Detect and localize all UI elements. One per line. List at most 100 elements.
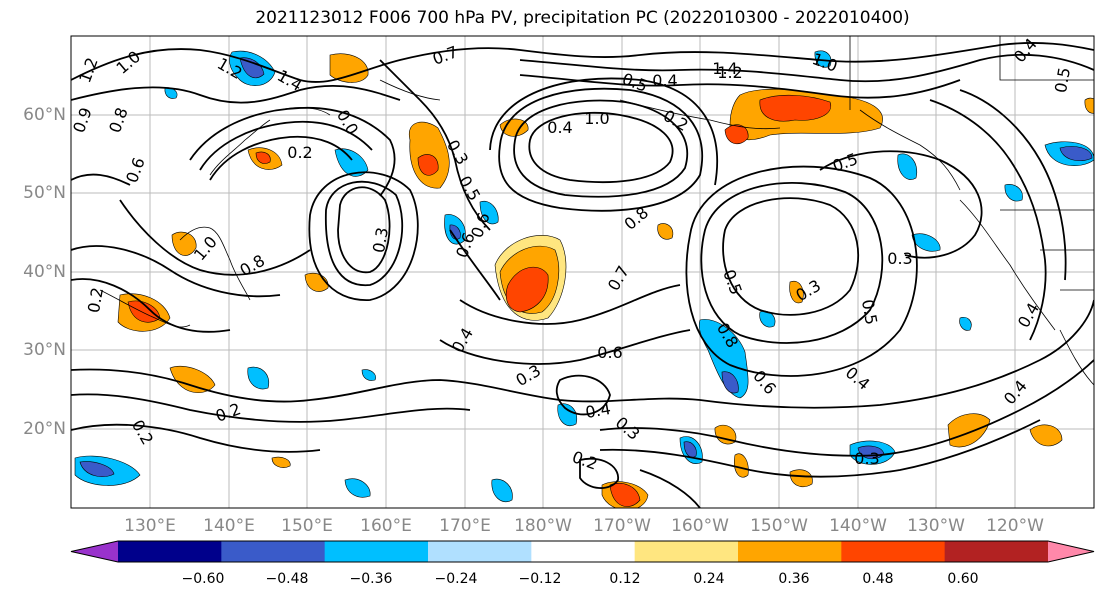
contour-label: 0.4	[652, 71, 677, 90]
precip-blob-negative	[557, 403, 578, 426]
lon-label: 140°W	[829, 516, 887, 536]
precip-blob-positive	[505, 266, 549, 313]
lon-label: 180°W	[514, 516, 572, 536]
lat-label: 40°N	[23, 262, 66, 282]
colorbar-swatch	[738, 541, 842, 562]
contour-label: 0.3	[612, 413, 644, 444]
pv-contour	[71, 42, 1094, 83]
contour-label: 0.4	[448, 324, 477, 356]
lon-label: 160°E	[360, 516, 412, 536]
pv-contour	[685, 165, 918, 377]
lat-label: 60°N	[23, 105, 66, 125]
pv-contour	[439, 329, 691, 365]
colorbar-swatch	[428, 541, 532, 562]
precip-blob-negative	[491, 478, 513, 502]
precip-blob-negative	[361, 369, 376, 381]
contour-label: 0.8	[236, 251, 268, 280]
contour-label: 0.4	[547, 118, 572, 137]
contour-label: 0.3	[512, 361, 544, 390]
pv-contour	[700, 182, 884, 344]
precip-blob-negative	[334, 148, 369, 177]
contour-label: 0.5	[858, 298, 881, 326]
colorbar-tick-label: −0.12	[518, 571, 562, 587]
lon-label: 130°E	[124, 516, 176, 536]
pv-contour	[519, 53, 1094, 83]
pv-contour	[324, 180, 404, 287]
precip-blob-negative	[814, 50, 832, 68]
precip-blob-positive	[271, 456, 291, 468]
lon-label: 120°W	[986, 516, 1044, 536]
pv-contour	[71, 173, 131, 186]
map-frame	[70, 35, 1095, 509]
lon-label: 130°W	[907, 516, 965, 536]
contour-label: 0.6	[597, 343, 622, 362]
pv-contour	[579, 457, 619, 489]
precip-blob-positive	[417, 154, 439, 176]
precip-blob-positive	[947, 413, 991, 448]
colorbar-swatch	[221, 541, 326, 562]
coastline	[859, 109, 961, 191]
colorbar-outline	[70, 540, 1095, 563]
contour-label: 0.2	[128, 416, 157, 448]
precip-blob-negative	[721, 371, 739, 394]
pv-contour	[819, 150, 983, 259]
pv-contour	[722, 197, 860, 316]
coastline	[209, 119, 271, 176]
precip-blob-negative	[479, 200, 499, 225]
pv-contour	[929, 99, 1047, 341]
contour-label: 0.8	[620, 203, 652, 234]
precip-blob-negative	[911, 233, 941, 252]
colorbar-extend-max	[1048, 541, 1094, 562]
contour-label: 0.3	[887, 249, 912, 268]
pv-contour	[449, 229, 501, 301]
pv-contour	[459, 284, 681, 325]
colorbar-tick-label: 0.48	[862, 571, 894, 587]
pv-contour	[71, 423, 321, 453]
pv-contour	[337, 186, 391, 274]
precip-blob-negative	[344, 478, 371, 498]
precip-blob-positive	[789, 469, 813, 487]
pv-contour	[379, 59, 421, 101]
precip-blob-negative	[449, 224, 461, 240]
pv-contour	[519, 74, 961, 99]
precip-shading	[74, 50, 1094, 508]
contour-label: 0.3	[369, 226, 392, 254]
pv-contour	[71, 245, 281, 298]
contour-label: 0.4	[584, 399, 612, 422]
pv-contour	[599, 419, 1041, 478]
pv-contour	[513, 99, 688, 198]
coastline	[99, 289, 191, 328]
precip-blob-positive	[657, 223, 674, 240]
colorbar-swatch	[118, 541, 222, 562]
pv-contour	[959, 89, 1067, 281]
lon-label: 160°W	[671, 516, 729, 536]
colorbar-tick-label: −0.48	[265, 571, 309, 587]
colorbar-tick-label: −0.60	[181, 571, 225, 587]
precip-blob-positive	[1084, 97, 1094, 114]
contour-label: 0.2	[660, 106, 692, 135]
lat-label: 50°N	[23, 183, 66, 203]
colorbar-tick-label: 0.24	[693, 571, 725, 587]
precip-blob-negative	[1059, 146, 1093, 161]
lon-label: 140°E	[203, 516, 255, 536]
lat-label: 30°N	[23, 340, 66, 360]
precip-blob-negative	[239, 57, 265, 79]
coastlines	[99, 36, 1094, 386]
precip-blob-positive	[724, 124, 749, 145]
precip-blob-positive	[1029, 424, 1063, 447]
precip-blob-positive	[304, 272, 329, 292]
pv-contour	[199, 120, 373, 171]
precip-blob-negative	[683, 441, 697, 458]
pv-contour	[71, 84, 401, 104]
lat-label: 20°N	[23, 419, 66, 439]
pv-contour	[71, 299, 1094, 409]
pv-contour	[308, 171, 419, 301]
contour-label: 1.2	[717, 63, 742, 82]
precip-blob-positive	[171, 231, 197, 256]
colorbar-swatch	[841, 541, 946, 562]
pv-contour	[71, 278, 231, 333]
colorbar	[70, 540, 1095, 563]
pv-contour	[639, 469, 701, 508]
pv-contours	[71, 42, 1094, 508]
